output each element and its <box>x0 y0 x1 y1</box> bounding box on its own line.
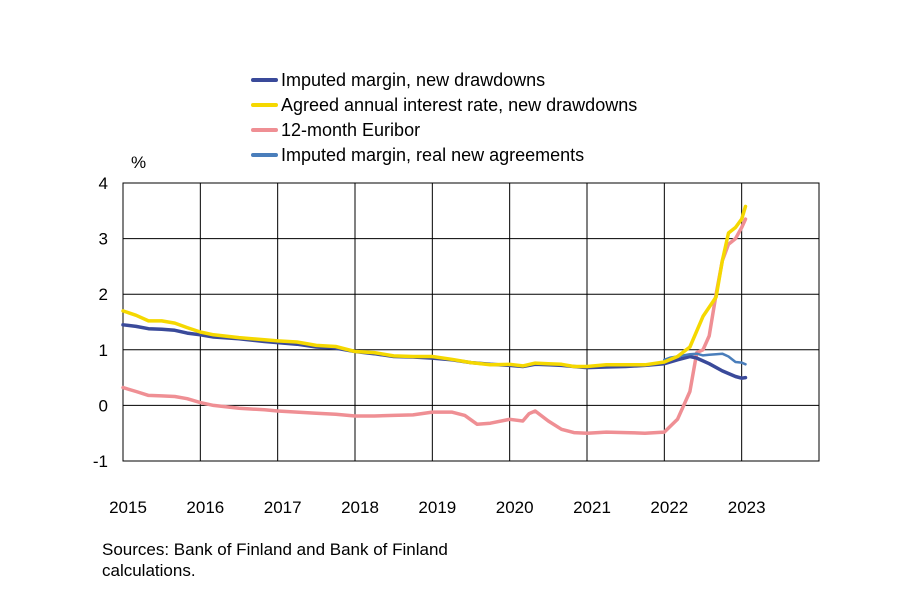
series-line-2 <box>121 217 748 435</box>
y-tick-label: 3 <box>99 230 108 249</box>
x-tick-label: 2021 <box>573 498 611 517</box>
y-tick-label: 1 <box>99 341 108 360</box>
legend-entry: Agreed annual interest rate, new drawdow… <box>281 95 637 115</box>
series-line-0 <box>121 323 748 380</box>
y-tick-label: -1 <box>93 452 108 471</box>
x-tick-label: 2019 <box>418 498 456 517</box>
legend-entry: Imputed margin, real new agreements <box>281 145 584 165</box>
y-axis-ticks: 4 3 2 1 0 -1 <box>93 174 108 471</box>
y-tick-label: 4 <box>99 174 108 193</box>
series-line-1 <box>121 204 748 369</box>
legend: Imputed margin, new drawdowns Agreed annu… <box>251 70 637 165</box>
series-lines <box>121 204 748 435</box>
x-tick-label: 2015 <box>109 498 147 517</box>
x-tick-label: 2020 <box>496 498 534 517</box>
legend-entry: Imputed margin, new drawdowns <box>281 70 545 90</box>
x-axis-ticks: 2015 2016 2017 2018 2019 2020 2021 2022 2023 <box>109 498 765 517</box>
source-note: Sources: Bank of Finland and Bank of Fin… <box>102 540 448 580</box>
x-tick-label: 2016 <box>186 498 224 517</box>
x-tick-label: 2022 <box>650 498 688 517</box>
plot-area-border <box>122 182 820 462</box>
y-tick-label: 2 <box>99 285 108 304</box>
y-axis-unit-label: % <box>131 153 146 172</box>
y-tick-label: 0 <box>99 396 108 415</box>
x-tick-label: 2017 <box>264 498 302 517</box>
legend-entry: 12-month Euribor <box>281 120 420 140</box>
x-tick-label: 2023 <box>728 498 766 517</box>
x-tick-label: 2018 <box>341 498 379 517</box>
